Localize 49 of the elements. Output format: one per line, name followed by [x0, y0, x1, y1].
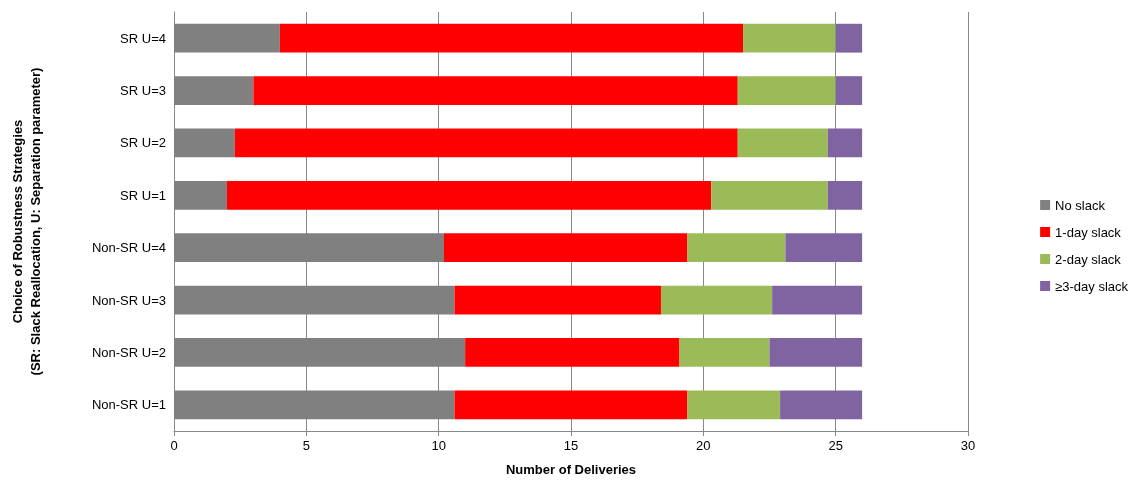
bar [737, 128, 828, 158]
x-tick-label: 10 [431, 438, 446, 453]
bar [226, 180, 712, 210]
bar [785, 233, 863, 263]
bar [443, 233, 688, 263]
legend-label: ≥3-day slack [1055, 278, 1129, 294]
x-tick-label: 25 [828, 438, 843, 453]
y-tick-label: Non-SR U=3 [91, 292, 166, 308]
y-tick-label: Non-SR U=2 [91, 344, 166, 360]
bar [835, 23, 863, 53]
bar [174, 23, 280, 53]
y-tick-label: SR U=4 [120, 30, 166, 46]
bar [769, 338, 863, 367]
bar [679, 338, 770, 367]
y-tick-label: Non-SR U=4 [91, 240, 166, 256]
y-axis-title: Choice of Robustness Strategies (SR: Slack Reallocation, U: Separation parameter) [9, 67, 43, 376]
bar [827, 180, 863, 210]
x-tick-label: 15 [563, 438, 579, 453]
bar [465, 338, 680, 367]
bar [835, 76, 863, 105]
y-tick-label: SR U=2 [120, 135, 166, 151]
bar [711, 180, 828, 210]
bar [772, 285, 863, 315]
bar [827, 128, 863, 158]
bar [687, 233, 786, 263]
x-tick-label: 30 [960, 438, 976, 453]
x-tick-label: 20 [696, 438, 711, 453]
bar [174, 128, 235, 158]
bar [174, 180, 227, 210]
legend-label: 2-day slack [1055, 251, 1122, 267]
y-tick-label: Non-SR U=1 [91, 397, 166, 413]
bar [174, 76, 254, 105]
legend-label: No slack [1055, 197, 1106, 213]
bar [253, 76, 738, 105]
legend-label: 1-day slack [1055, 224, 1122, 240]
bar [660, 285, 773, 315]
y-tick-label: SR U=1 [120, 187, 166, 203]
bar [279, 23, 744, 53]
bar [780, 390, 863, 420]
bar [454, 285, 661, 315]
x-tick-label: 5 [302, 438, 310, 453]
bar [737, 76, 836, 105]
bar [454, 390, 688, 420]
bar [234, 128, 738, 158]
x-tick-label: 0 [170, 438, 178, 453]
y-tick-label: SR U=3 [120, 83, 166, 99]
bar [687, 390, 781, 420]
x-axis-title: Number of Deliveries [505, 462, 637, 477]
bar [743, 23, 836, 53]
